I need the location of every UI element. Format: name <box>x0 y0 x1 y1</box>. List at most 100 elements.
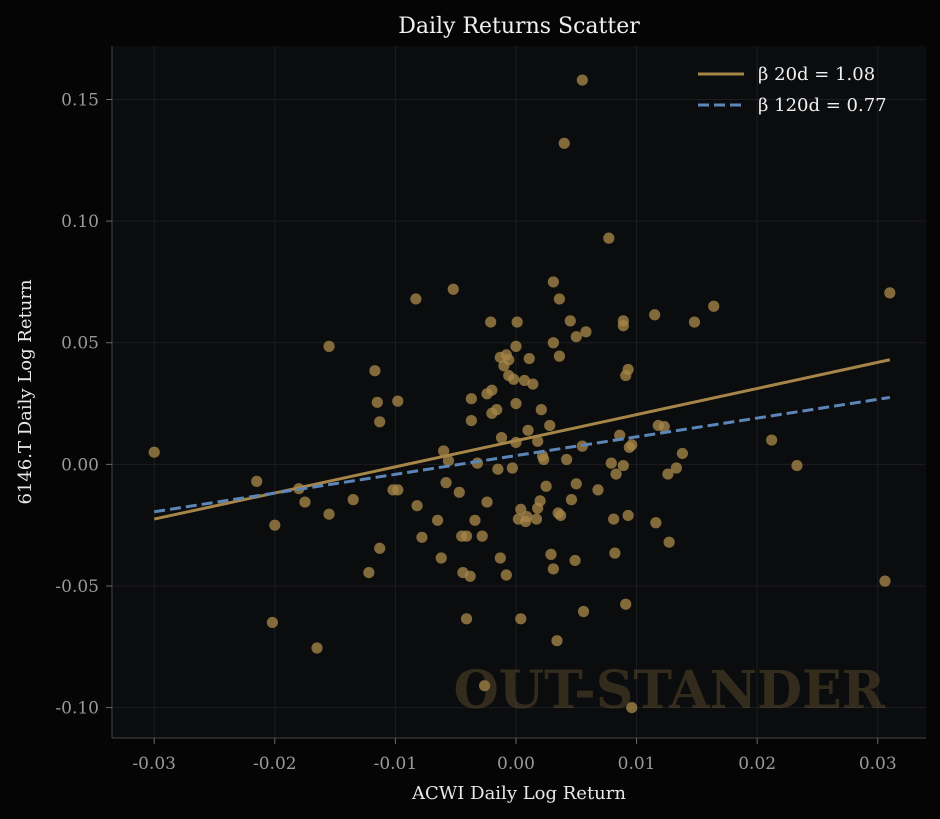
regression-line-20d <box>153 358 891 521</box>
data-point-59 <box>511 316 523 328</box>
watermark: OUT-STANDER <box>453 660 885 721</box>
data-point-100 <box>605 457 617 469</box>
data-point-125 <box>766 434 778 446</box>
data-point-101 <box>608 513 620 525</box>
data-point-52 <box>503 354 515 366</box>
data-point-91 <box>569 554 581 567</box>
data-point-51 <box>500 569 512 581</box>
data-point-54 <box>506 462 518 474</box>
data-point-120 <box>663 536 675 548</box>
data-point-11 <box>369 365 381 377</box>
x-tick-label-3: 0.00 <box>497 754 535 774</box>
data-point-40 <box>481 496 493 508</box>
data-point-17 <box>392 484 404 496</box>
legend: β 20d = 1.08 β 120d = 0.77 <box>698 64 887 116</box>
data-point-9 <box>347 494 359 506</box>
x-tick-label-1: -0.02 <box>253 754 297 774</box>
data-point-22 <box>435 552 447 564</box>
data-point-56 <box>510 340 522 352</box>
data-point-113 <box>626 439 638 451</box>
data-point-67 <box>523 352 535 365</box>
data-point-96 <box>577 605 590 618</box>
data-point-0 <box>148 446 160 458</box>
data-points <box>148 74 896 714</box>
data-point-61 <box>515 613 527 625</box>
data-point-111 <box>622 509 634 522</box>
data-point-45 <box>492 463 504 475</box>
data-point-1 <box>251 475 263 487</box>
y-tick-label-5: 0.15 <box>61 91 99 111</box>
legend-label-120d: β 120d = 0.77 <box>758 95 887 116</box>
plot-area <box>112 46 926 738</box>
data-point-76 <box>540 480 552 492</box>
axes <box>111 46 926 739</box>
data-point-48 <box>495 432 508 444</box>
x-tick-label-6: 0.03 <box>859 754 897 774</box>
data-point-6 <box>311 642 323 654</box>
data-point-124 <box>708 300 720 312</box>
data-point-116 <box>650 517 662 529</box>
x-tick-label-4: 0.01 <box>618 754 656 774</box>
data-point-5 <box>299 496 311 508</box>
data-point-114 <box>626 701 638 714</box>
regression-lines <box>153 358 891 521</box>
data-point-69 <box>530 513 543 525</box>
data-point-126 <box>791 459 803 472</box>
data-point-21 <box>432 514 444 526</box>
data-point-13 <box>374 416 386 428</box>
data-point-79 <box>547 276 559 288</box>
data-point-42 <box>486 384 498 396</box>
y-tick-label-4: 0.10 <box>61 212 99 232</box>
data-point-92 <box>570 331 582 343</box>
data-point-55 <box>507 373 520 385</box>
data-point-47 <box>494 552 506 564</box>
data-point-85 <box>553 350 565 362</box>
data-point-81 <box>547 337 559 349</box>
y-tick-label-1: -0.05 <box>55 577 99 597</box>
data-point-73 <box>535 404 547 416</box>
data-point-26 <box>447 283 459 295</box>
x-tick-label-0: -0.03 <box>132 754 176 774</box>
y-tick-label-3: 0.05 <box>61 334 99 354</box>
data-point-38 <box>479 680 491 692</box>
data-point-118 <box>658 421 670 433</box>
data-point-90 <box>565 494 578 506</box>
data-point-99 <box>603 232 615 244</box>
data-point-119 <box>662 468 674 480</box>
data-point-84 <box>553 293 565 305</box>
data-point-110 <box>622 363 634 376</box>
data-point-107 <box>617 315 629 327</box>
data-point-18 <box>410 293 422 305</box>
data-point-88 <box>561 453 573 466</box>
data-point-34 <box>465 414 477 427</box>
data-point-19 <box>411 500 423 512</box>
y-tick-label-2: 0.00 <box>61 455 99 475</box>
data-point-27 <box>453 486 465 498</box>
data-point-103 <box>610 468 622 480</box>
y-tick-label-0: -0.10 <box>55 699 99 719</box>
data-point-109 <box>620 598 632 610</box>
data-point-80 <box>547 563 559 575</box>
data-point-122 <box>676 447 689 460</box>
data-point-82 <box>551 635 563 647</box>
data-point-57 <box>510 397 522 410</box>
data-point-33 <box>465 393 477 405</box>
data-point-37 <box>476 530 488 542</box>
data-point-127 <box>879 575 891 587</box>
data-point-8 <box>323 508 335 520</box>
data-point-31 <box>460 613 473 625</box>
data-point-115 <box>649 309 661 321</box>
data-point-65 <box>521 511 533 523</box>
data-point-16 <box>392 395 404 407</box>
ticks: -0.03 -0.02 -0.01 0.00 0.01 0.02 0.03 -0.10 -0.0… <box>55 91 896 774</box>
data-point-35 <box>469 514 481 526</box>
data-point-102 <box>609 547 621 559</box>
data-point-32 <box>464 570 476 582</box>
data-point-10 <box>363 567 375 579</box>
data-point-123 <box>688 316 701 328</box>
data-point-41 <box>485 316 497 328</box>
data-point-93 <box>570 478 582 490</box>
data-point-3 <box>266 616 278 629</box>
data-point-97 <box>580 326 592 338</box>
